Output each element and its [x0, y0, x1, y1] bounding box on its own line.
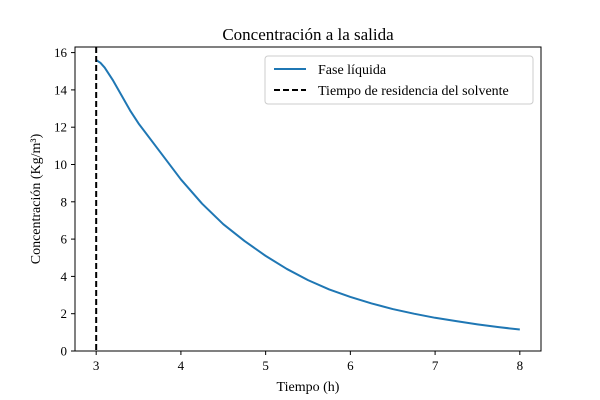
y-tick-label: 8 [61, 194, 68, 209]
x-tick-label: 8 [517, 358, 524, 373]
y-tick-label: 6 [61, 232, 68, 247]
x-axis-label: Tiempo (h) [277, 380, 340, 395]
y-tick-label: 4 [61, 269, 68, 284]
x-tick-label: 5 [262, 358, 269, 373]
legend-label-fase-liquida: Fase líquida [318, 63, 387, 78]
legend-box [264, 55, 534, 105]
plot-area: 3 4 5 6 7 8 0 2 4 6 8 10 12 14 16 [54, 45, 542, 373]
y-tick-label: 0 [61, 344, 68, 359]
y-tick-label: 16 [54, 45, 68, 60]
x-tick-label: 4 [178, 358, 185, 373]
legend-label-tiempo-residencia: Tiempo de residencia del solvente [318, 84, 509, 99]
x-axis-ticks: 3 4 5 6 7 8 [93, 351, 523, 373]
y-tick-label: 12 [54, 120, 67, 135]
y-axis-ticks: 0 2 4 6 8 10 12 14 16 [54, 45, 75, 359]
y-tick-label: 2 [61, 306, 68, 321]
x-tick-label: 6 [347, 358, 354, 373]
y-tick-label: 14 [54, 82, 68, 97]
series-line-fase-liquida [95, 59, 520, 331]
y-tick-label: 10 [54, 157, 67, 172]
chart-title: Concentración a la salida [222, 25, 394, 44]
y-axis-label: Concentración (Kg/m³) [29, 133, 44, 264]
plot-frame [74, 46, 542, 352]
series-layer [95, 47, 520, 351]
x-tick-label: 7 [432, 358, 439, 373]
x-tick-label: 3 [93, 358, 100, 373]
legend: Fase líquida Tiempo de residencia del so… [264, 55, 534, 105]
